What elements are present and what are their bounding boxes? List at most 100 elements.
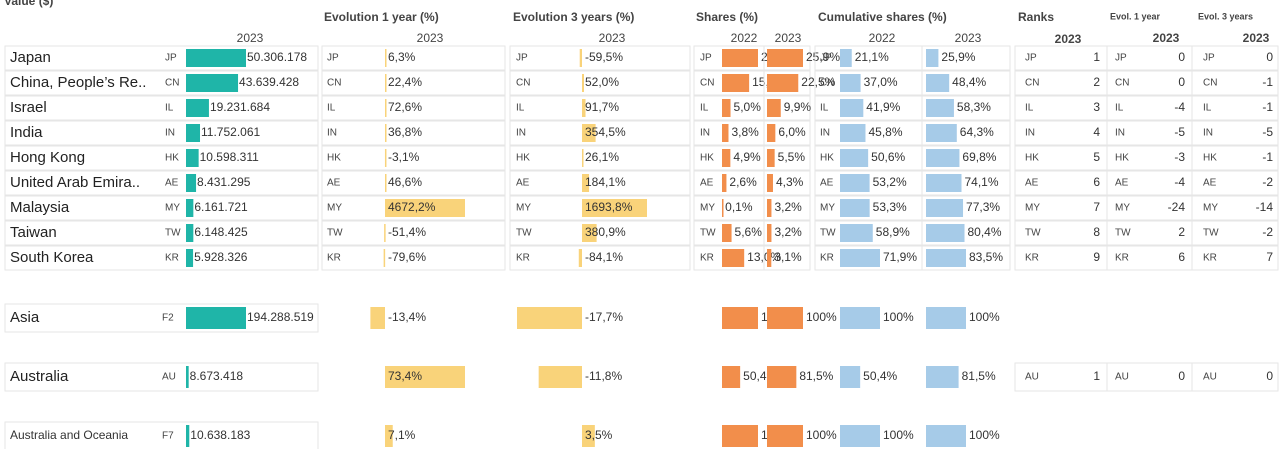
cell bbox=[921, 245, 1011, 271]
row-name: Australia bbox=[10, 368, 69, 385]
value-bar bbox=[186, 425, 190, 447]
cell bbox=[321, 45, 506, 71]
s22-bar bbox=[722, 366, 741, 388]
ev1-label: 72,6% bbox=[388, 100, 422, 114]
s22-bar bbox=[722, 174, 727, 192]
row-code: MY bbox=[165, 203, 180, 214]
c23-label: 58,3% bbox=[957, 100, 991, 114]
cell bbox=[1191, 70, 1279, 96]
ev3-bar bbox=[582, 199, 647, 217]
s23-label: 9,9% bbox=[784, 100, 812, 114]
row-code: HK bbox=[1203, 153, 1217, 164]
row-name: South Korea bbox=[10, 249, 94, 266]
cell bbox=[763, 145, 811, 171]
s22-bar bbox=[722, 199, 724, 217]
cell bbox=[321, 95, 506, 121]
row-code: CN bbox=[1025, 78, 1039, 89]
row-name: India bbox=[10, 124, 43, 141]
s23-bar bbox=[767, 425, 803, 447]
s22-label: 4,9% bbox=[733, 150, 761, 164]
value-label: 10.598.311 bbox=[200, 150, 259, 164]
c22-label: 100% bbox=[883, 310, 914, 324]
cell bbox=[4, 220, 319, 246]
cell bbox=[763, 245, 811, 271]
c22-label: 71,9% bbox=[883, 250, 917, 264]
cell bbox=[4, 421, 319, 449]
ev1-label: 4672,2% bbox=[388, 200, 436, 214]
row-code: CN bbox=[165, 78, 179, 89]
row-code: JP bbox=[327, 53, 339, 64]
col-header: Evol. 1 year bbox=[1110, 11, 1161, 21]
ev1-bar bbox=[385, 425, 393, 447]
c23-bar bbox=[926, 199, 964, 217]
c22-bar bbox=[840, 149, 869, 167]
sub-header: 2023 bbox=[955, 31, 982, 45]
row-name: Asia bbox=[10, 309, 40, 326]
row-code: CN bbox=[820, 78, 834, 89]
row-code: AE bbox=[1025, 178, 1039, 189]
row-code: IN bbox=[1203, 128, 1213, 139]
row-code: TW bbox=[1203, 228, 1219, 239]
row-code: JP bbox=[165, 53, 177, 64]
row-code: MY bbox=[327, 203, 342, 214]
value-label: 6.148.425 bbox=[194, 225, 248, 239]
row-code: KR bbox=[165, 253, 179, 264]
cell bbox=[921, 45, 1011, 71]
s23-bar bbox=[767, 199, 772, 217]
s22-bar bbox=[722, 149, 731, 167]
row-code: AU bbox=[1025, 372, 1039, 383]
ev1-bar bbox=[370, 307, 385, 329]
c22-bar bbox=[840, 307, 880, 329]
ev3-label: 184,1% bbox=[585, 175, 626, 189]
ev1-label: 36,8% bbox=[388, 125, 422, 139]
ev1-bar bbox=[385, 99, 387, 117]
value-bar bbox=[186, 224, 194, 242]
row-name: Malaysia bbox=[10, 199, 70, 216]
r1-value: 0 bbox=[1178, 369, 1185, 383]
s22-bar bbox=[722, 74, 750, 92]
row-code: IL bbox=[165, 103, 174, 114]
row-code: F7 bbox=[162, 431, 174, 442]
value-label: 194.288.519 bbox=[247, 310, 314, 324]
row-code: AE bbox=[1115, 178, 1129, 189]
c22-bar bbox=[840, 224, 873, 242]
c23-label: 77,3% bbox=[966, 200, 1000, 214]
row-code: MY bbox=[1203, 203, 1218, 214]
c23-label: 69,8% bbox=[962, 150, 996, 164]
ev1-label: 22,4% bbox=[388, 75, 422, 89]
row-code: HK bbox=[165, 153, 179, 164]
row-code: IN bbox=[165, 128, 175, 139]
r1-value: -4 bbox=[1174, 175, 1185, 189]
ev1-label: -79,6% bbox=[388, 250, 426, 264]
c23-bar bbox=[926, 124, 957, 142]
ev3-bar bbox=[582, 174, 590, 192]
value-bar bbox=[186, 74, 239, 92]
row-code: MY bbox=[700, 203, 715, 214]
row-code: MY bbox=[1115, 203, 1130, 214]
cell bbox=[509, 70, 691, 96]
col-header: Evol. 3 years bbox=[1198, 11, 1253, 21]
c23-label: 100% bbox=[969, 428, 1000, 442]
ev1-label: 73,4% bbox=[388, 369, 422, 383]
ev3-label: 52,0% bbox=[585, 75, 619, 89]
cell bbox=[509, 95, 691, 121]
c23-bar bbox=[926, 174, 962, 192]
cell bbox=[1191, 95, 1279, 121]
cell bbox=[509, 145, 691, 171]
row-code: TW bbox=[165, 228, 181, 239]
r1-value: -24 bbox=[1168, 200, 1186, 214]
c23-label: 74,1% bbox=[964, 175, 998, 189]
sub-header: 2023 bbox=[1243, 31, 1270, 45]
cell bbox=[509, 170, 691, 196]
s22-label: 3,8% bbox=[731, 125, 759, 139]
row-code: IL bbox=[516, 103, 525, 114]
ev3-bar bbox=[578, 249, 582, 267]
sub-header: 2023 bbox=[417, 31, 444, 45]
ev1-label: -13,4% bbox=[388, 310, 426, 324]
cell bbox=[4, 145, 319, 171]
sub-header: 2022 bbox=[731, 31, 758, 45]
cell bbox=[1191, 120, 1279, 146]
s22-bar bbox=[722, 99, 731, 117]
value-bar bbox=[186, 366, 189, 388]
